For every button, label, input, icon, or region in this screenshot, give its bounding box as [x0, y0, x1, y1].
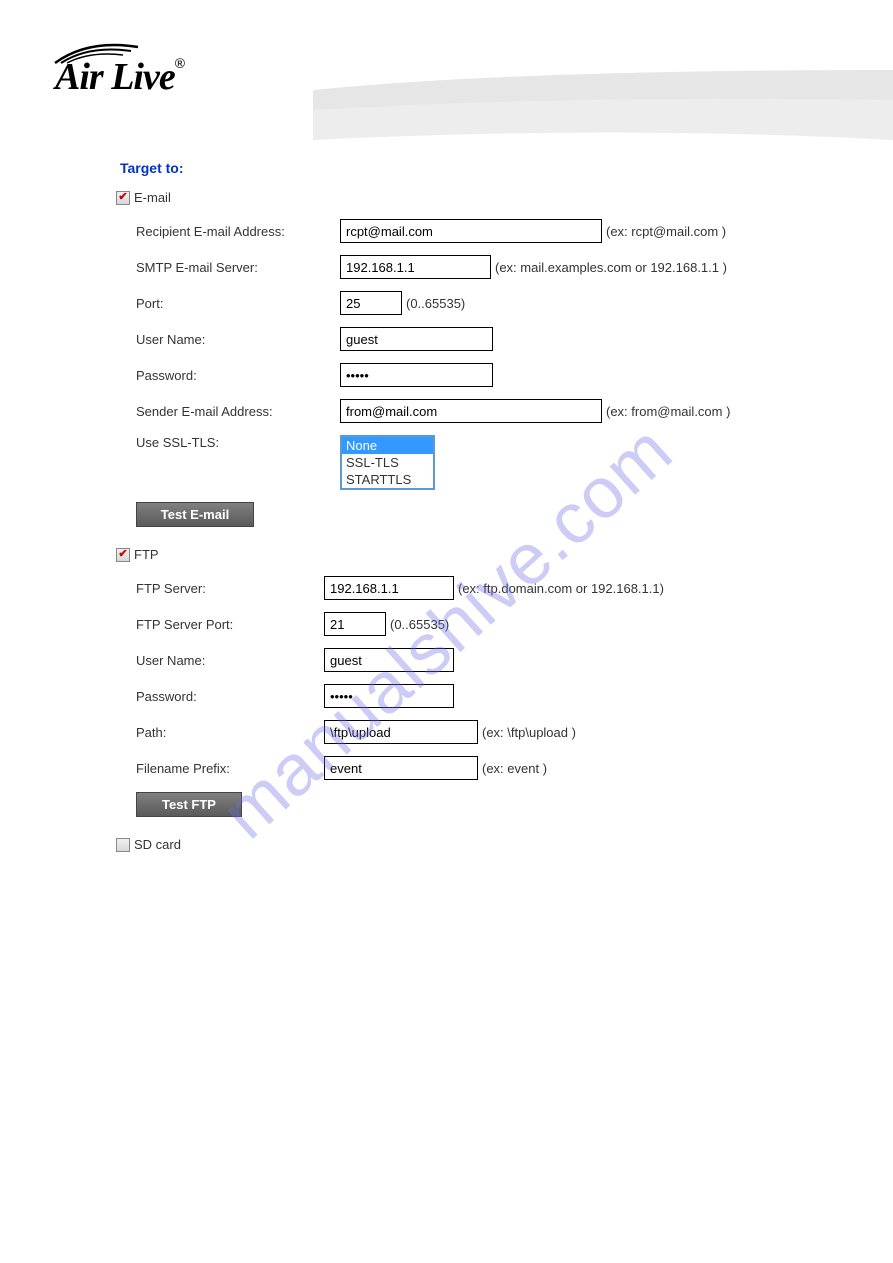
sdcard-checkbox-label: SD card	[134, 837, 181, 852]
form-content: Target to: ✔ E-mail Recipient E-mail Add…	[0, 140, 893, 852]
ssl-row: Use SSL-TLS: None SSL-TLS STARTTLS	[120, 435, 893, 490]
ftp-prefix-label: Filename Prefix:	[136, 761, 324, 776]
ftp-port-row: FTP Server Port: (0..65535)	[120, 612, 893, 636]
recipient-label: Recipient E-mail Address:	[136, 224, 340, 239]
recipient-row: Recipient E-mail Address: (ex: rcpt@mail…	[120, 219, 893, 243]
ftp-path-input[interactable]	[324, 720, 478, 744]
ftp-checkbox-row: ✔ FTP	[116, 547, 893, 562]
email-checkbox[interactable]: ✔	[116, 191, 130, 205]
sender-row: Sender E-mail Address: (ex: from@mail.co…	[120, 399, 893, 423]
ftp-server-hint: (ex: ftp.domain.com or 192.168.1.1)	[458, 581, 664, 596]
email-password-row: Password:	[120, 363, 893, 387]
test-email-button[interactable]: Test E-mail	[136, 502, 254, 527]
test-ftp-row: Test FTP	[120, 792, 893, 817]
sdcard-checkbox[interactable]	[116, 838, 130, 852]
email-password-label: Password:	[136, 368, 340, 383]
ftp-password-label: Password:	[136, 689, 324, 704]
test-ftp-button[interactable]: Test FTP	[136, 792, 242, 817]
email-checkbox-label: E-mail	[134, 190, 171, 205]
email-port-hint: (0..65535)	[406, 296, 465, 311]
email-username-row: User Name:	[120, 327, 893, 351]
brand-logo: Air Live®	[55, 55, 185, 99]
ftp-path-label: Path:	[136, 725, 324, 740]
email-port-row: Port: (0..65535)	[120, 291, 893, 315]
email-port-input[interactable]	[340, 291, 402, 315]
test-email-row: Test E-mail	[120, 502, 893, 527]
ftp-checkbox[interactable]: ✔	[116, 548, 130, 562]
ftp-port-input[interactable]	[324, 612, 386, 636]
ssl-option-none[interactable]: None	[342, 437, 433, 454]
email-username-input[interactable]	[340, 327, 493, 351]
ftp-prefix-input[interactable]	[324, 756, 478, 780]
sender-hint: (ex: from@mail.com )	[606, 404, 730, 419]
ftp-username-input[interactable]	[324, 648, 454, 672]
ftp-path-hint: (ex: \ftp\upload )	[482, 725, 576, 740]
ftp-password-input[interactable]	[324, 684, 454, 708]
recipient-input[interactable]	[340, 219, 602, 243]
recipient-hint: (ex: rcpt@mail.com )	[606, 224, 726, 239]
ftp-port-hint: (0..65535)	[390, 617, 449, 632]
ssl-label: Use SSL-TLS:	[136, 435, 340, 450]
header-swoosh-icon	[313, 70, 893, 140]
email-username-label: User Name:	[136, 332, 340, 347]
sender-input[interactable]	[340, 399, 602, 423]
header: Air Live®	[0, 0, 893, 140]
ftp-server-row: FTP Server: (ex: ftp.domain.com or 192.1…	[120, 576, 893, 600]
logo-arc-icon	[53, 37, 143, 65]
ftp-path-row: Path: (ex: \ftp\upload )	[120, 720, 893, 744]
ftp-prefix-hint: (ex: event )	[482, 761, 547, 776]
email-checkbox-row: ✔ E-mail	[116, 190, 893, 205]
ftp-prefix-row: Filename Prefix: (ex: event )	[120, 756, 893, 780]
ftp-server-input[interactable]	[324, 576, 454, 600]
ftp-port-label: FTP Server Port:	[136, 617, 324, 632]
registered-mark: ®	[175, 55, 185, 71]
ssl-option-ssltls[interactable]: SSL-TLS	[342, 454, 433, 471]
email-password-input[interactable]	[340, 363, 493, 387]
ftp-checkbox-label: FTP	[134, 547, 159, 562]
sdcard-checkbox-row: SD card	[116, 837, 893, 852]
smtp-label: SMTP E-mail Server:	[136, 260, 340, 275]
ssl-option-starttls[interactable]: STARTTLS	[342, 471, 433, 488]
ftp-username-label: User Name:	[136, 653, 324, 668]
sender-label: Sender E-mail Address:	[136, 404, 340, 419]
email-port-label: Port:	[136, 296, 340, 311]
smtp-hint: (ex: mail.examples.com or 192.168.1.1 )	[495, 260, 727, 275]
section-title: Target to:	[120, 160, 893, 176]
ssl-select[interactable]: None SSL-TLS STARTTLS	[340, 435, 435, 490]
ftp-password-row: Password:	[120, 684, 893, 708]
ftp-server-label: FTP Server:	[136, 581, 324, 596]
smtp-row: SMTP E-mail Server: (ex: mail.examples.c…	[120, 255, 893, 279]
smtp-input[interactable]	[340, 255, 491, 279]
ftp-username-row: User Name:	[120, 648, 893, 672]
